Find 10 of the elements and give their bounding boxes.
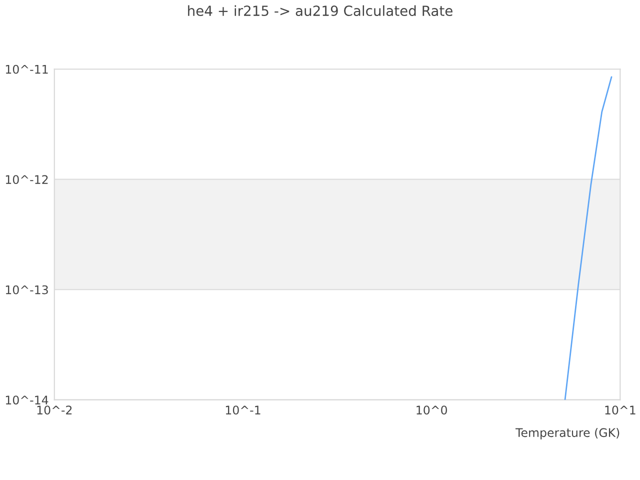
- x-tick-label: 10^-2: [37, 406, 72, 415]
- x-tick-label: 10^-1: [226, 406, 260, 415]
- x-axis-title: Temperature (GK): [515, 428, 620, 440]
- y-tick-label: 10^-14: [6, 396, 48, 404]
- x-tick-label: 10^0: [416, 406, 447, 415]
- x-tick-label: 10^1: [605, 406, 636, 415]
- y-tick-label: 10^-13: [6, 285, 48, 294]
- y-tick-label: 10^-11: [6, 64, 48, 74]
- chart-title: he4 + ir215 -> au219 Calculated Rate: [188, 5, 452, 16]
- y-tick-label: 10^-12: [6, 175, 48, 184]
